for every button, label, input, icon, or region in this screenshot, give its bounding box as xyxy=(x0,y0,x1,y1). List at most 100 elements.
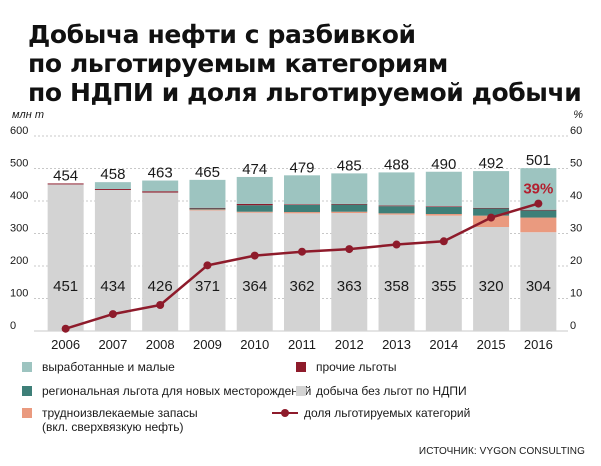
bar-hard-2014 xyxy=(425,214,462,216)
legend-item-hard: трудноизвлекаемые запасы (вкл. сверхвязк… xyxy=(22,406,198,434)
base-label-2007: 434 xyxy=(100,278,125,295)
legend-item-depleted: выработанные и малые xyxy=(22,360,175,374)
total-label-2009: 465 xyxy=(195,164,220,181)
total-label-2012: 485 xyxy=(337,157,362,174)
x-tick-2006: 2006 xyxy=(51,337,80,352)
bar-base-2013 xyxy=(378,214,415,331)
right-tick-50: 50 xyxy=(570,158,582,170)
bar-depleted-2015 xyxy=(473,171,510,208)
bar-other-2016 xyxy=(520,209,557,211)
left-tick-200: 200 xyxy=(10,255,28,267)
legend-swatch-depleted xyxy=(22,362,32,372)
legend-label-hard-2: (вкл. сверхвязкую нефть) xyxy=(42,420,184,434)
share-line: 39% xyxy=(61,181,553,333)
bar-regional-2012 xyxy=(331,204,368,212)
bar-regional-2016 xyxy=(520,210,557,218)
legend-item-base: добыча без льгот по НДПИ xyxy=(296,384,467,398)
bar-base-2007 xyxy=(94,189,131,331)
share-point-2007 xyxy=(108,310,117,319)
right-tick-40: 40 xyxy=(570,190,582,202)
bar-base-2014 xyxy=(425,215,462,331)
legend-label-base: добыча без льгот по НДПИ xyxy=(316,384,467,398)
bar-base-2010 xyxy=(236,212,273,331)
x-tick-2014: 2014 xyxy=(429,337,458,352)
total-label-2010: 474 xyxy=(242,161,267,178)
share-point-2013 xyxy=(392,240,401,249)
share-point-2006 xyxy=(61,324,70,333)
legend-item-share: доля льготируемых категорий xyxy=(272,406,470,420)
bar-base-2009 xyxy=(189,210,226,331)
bar-depleted-2007 xyxy=(94,182,131,189)
bar-depleted-2011 xyxy=(284,175,320,205)
bar-other-2009 xyxy=(189,207,226,209)
bar-depleted-2012 xyxy=(331,173,368,204)
bar-other-2013 xyxy=(378,205,415,207)
x-tick-2009: 2009 xyxy=(193,337,222,352)
base-label-2014: 355 xyxy=(431,278,456,295)
source-note: ИСТОЧНИК: VYGON CONSULTING xyxy=(418,446,585,457)
bar-hard-2013 xyxy=(378,213,415,215)
bar-other-2010 xyxy=(236,203,273,206)
total-label-2015: 492 xyxy=(479,155,504,172)
legend-label-share: доля льготируемых категорий xyxy=(304,406,471,420)
bar-regional-2015 xyxy=(473,208,510,216)
axes: млн т % 0 100 200 300 400 500 600 0 10 20 30 40 50 60 xyxy=(10,109,583,332)
right-tick-60: 60 xyxy=(570,125,582,137)
x-tick-2008: 2008 xyxy=(146,337,175,352)
legend-item-other: прочие льготы xyxy=(296,360,396,374)
x-tick-2010: 2010 xyxy=(240,337,269,352)
bar-other-2011 xyxy=(284,204,320,205)
base-label-2006: 451 xyxy=(53,278,78,295)
left-tick-400: 400 xyxy=(10,190,28,202)
bar-regional-2011 xyxy=(284,204,320,213)
legend-swatch-base xyxy=(296,386,306,396)
base-label-2010: 364 xyxy=(242,278,267,295)
share-point-2011 xyxy=(298,247,306,256)
total-label-2007: 458 xyxy=(100,166,125,183)
legend-label-regional: региональная льгота для новых месторожде… xyxy=(42,384,312,398)
bar-other-2007 xyxy=(94,188,131,190)
legend-swatch-hard xyxy=(22,408,32,418)
left-tick-100: 100 xyxy=(10,288,28,300)
share-point-2010 xyxy=(250,251,259,260)
share-last-label: 39% xyxy=(523,181,553,198)
bar-hard-2010 xyxy=(236,211,273,213)
bar-depleted-2009 xyxy=(189,179,226,208)
x-tick-2007: 2007 xyxy=(98,337,127,352)
base-label-2009: 371 xyxy=(195,278,220,295)
bar-hard-2012 xyxy=(331,211,368,214)
stacked-bar-chart: млн т % 0 100 200 300 400 500 600 0 10 20 30 40 50 60… xyxy=(10,109,583,352)
base-label-2008: 426 xyxy=(148,278,173,295)
bar-regional-2014 xyxy=(425,206,462,214)
left-tick-500: 500 xyxy=(10,158,28,170)
legend-swatch-other xyxy=(296,362,306,372)
right-tick-20: 20 xyxy=(570,255,582,267)
share-point-2012 xyxy=(345,245,354,254)
total-label-2006: 454 xyxy=(53,167,78,184)
x-tick-2015: 2015 xyxy=(477,337,506,352)
total-label-2011: 479 xyxy=(289,159,314,176)
total-label-2016: 501 xyxy=(526,152,551,169)
share-point-2008 xyxy=(156,301,165,309)
share-point-2016 xyxy=(534,199,543,208)
x-tick-2012: 2012 xyxy=(335,337,364,352)
bar-base-2016 xyxy=(520,232,557,331)
base-label-2016: 304 xyxy=(526,278,551,295)
total-label-2014: 490 xyxy=(431,156,456,173)
base-label-2013: 358 xyxy=(384,278,409,295)
share-point-2015 xyxy=(487,213,496,222)
total-label-2013: 488 xyxy=(384,156,409,173)
bar-hard-2009 xyxy=(189,209,226,211)
left-axis-unit: млн т xyxy=(12,109,44,121)
bar-other-2012 xyxy=(331,203,368,205)
legend-label-depleted: выработанные и малые xyxy=(42,360,175,374)
bar-other-2006 xyxy=(47,183,84,185)
legend-swatch-regional xyxy=(22,386,32,396)
bar-other-2014 xyxy=(425,206,462,207)
share-point-2009 xyxy=(203,261,212,270)
bar-base-2012 xyxy=(331,213,368,331)
x-tick-2013: 2013 xyxy=(382,337,411,352)
bar-depleted-2010 xyxy=(236,176,273,204)
x-tick-2011: 2011 xyxy=(288,337,316,352)
x-tick-2016: 2016 xyxy=(524,337,553,352)
